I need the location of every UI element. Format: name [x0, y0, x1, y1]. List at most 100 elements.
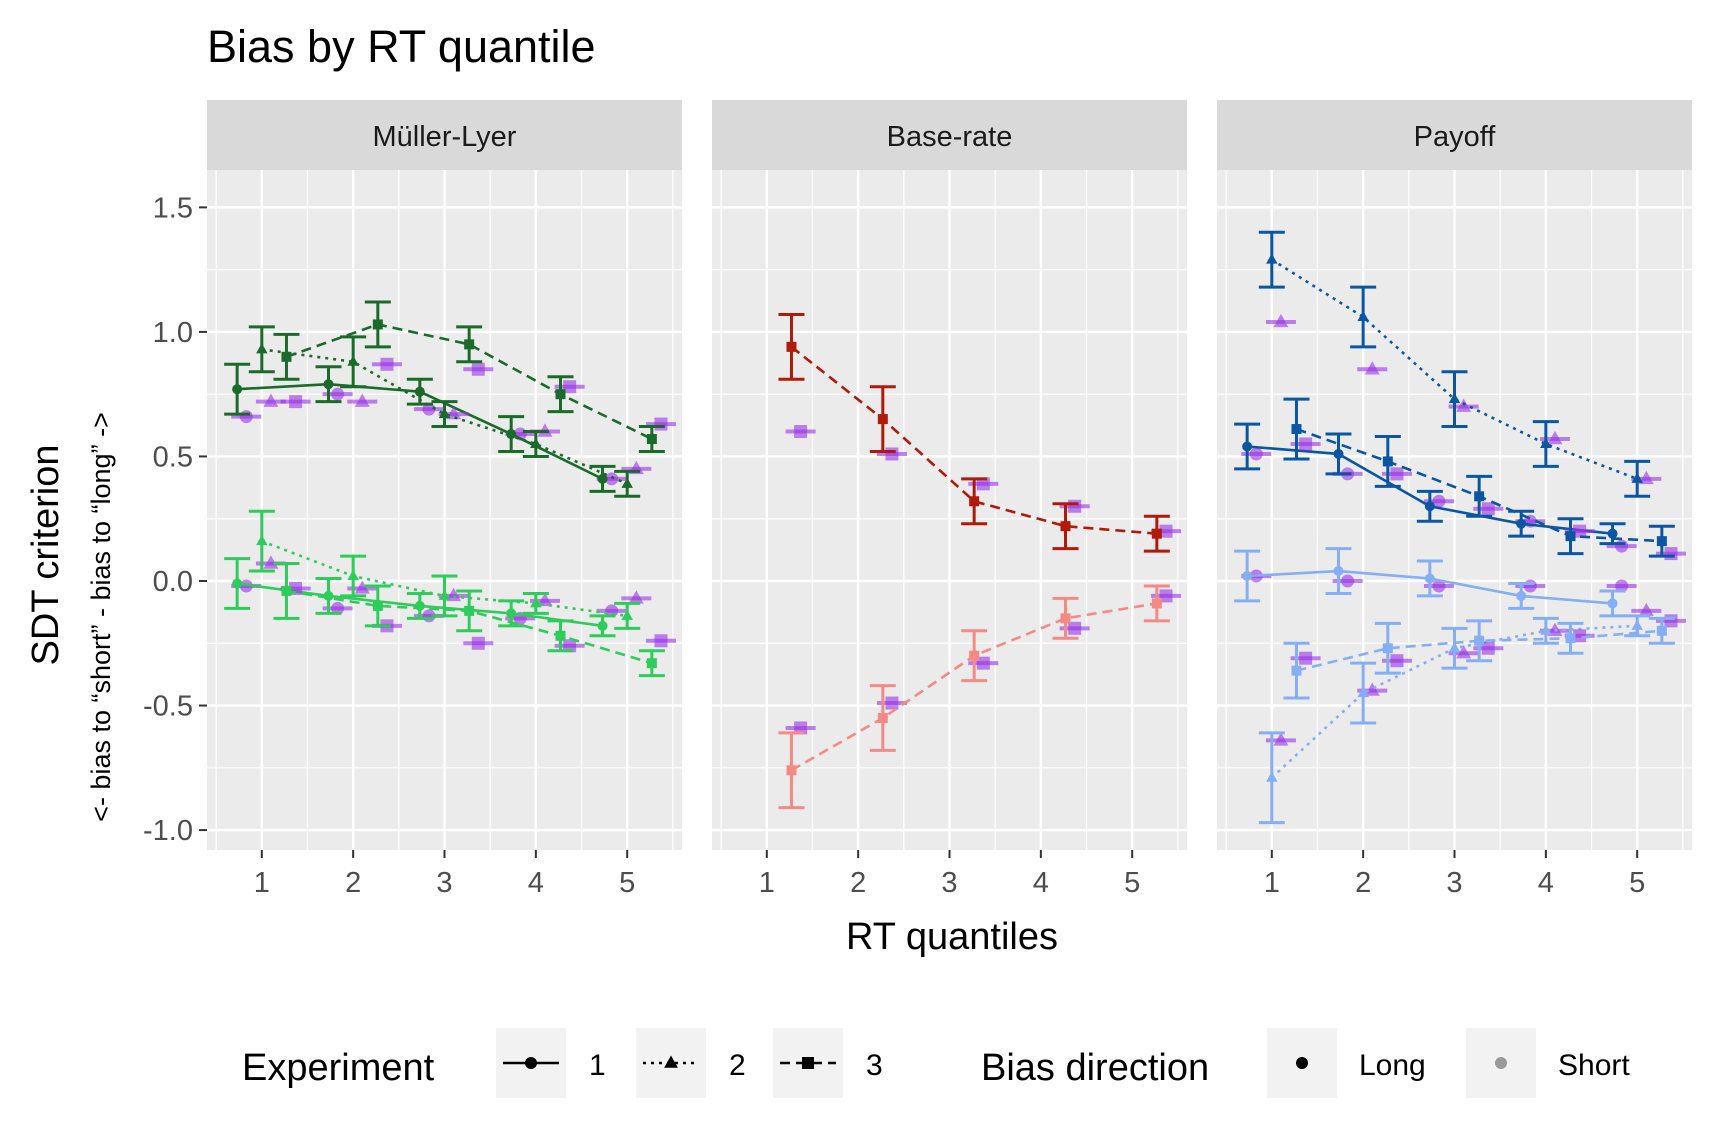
legend-direction-short: Short — [1466, 1028, 1630, 1098]
x-tick-label: 3 — [436, 867, 452, 899]
model-prediction-point — [1299, 651, 1313, 665]
data-point — [1474, 491, 1485, 502]
model-prediction-point — [654, 634, 668, 648]
legend-key-shape — [802, 1057, 814, 1069]
y-tick-label: 1.5 — [153, 192, 193, 224]
data-point — [256, 534, 268, 546]
legend-key-dot — [1495, 1057, 1507, 1069]
model-prediction-point — [1390, 654, 1404, 668]
data-point — [1565, 633, 1576, 644]
x-tick-label: 4 — [1033, 867, 1049, 899]
data-point — [1607, 528, 1618, 539]
data-point — [1631, 472, 1643, 483]
legend-key-shape — [664, 1055, 678, 1068]
data-point — [1291, 424, 1302, 435]
data-point — [1448, 392, 1461, 404]
x-tick-label: 3 — [941, 867, 957, 899]
data-point — [1474, 635, 1485, 646]
model-prediction-point — [331, 387, 345, 401]
x-axis-label: RT quantiles — [846, 916, 1058, 958]
model-prediction-point — [794, 425, 808, 439]
x-tick-label: 1 — [759, 867, 775, 899]
data-point — [646, 434, 657, 445]
data-point — [530, 437, 542, 448]
data-point — [969, 650, 980, 661]
model-prediction-point — [263, 393, 279, 407]
model-prediction-point — [471, 362, 485, 376]
data-point — [347, 569, 359, 581]
series-exp3-long — [273, 300, 676, 453]
data-point — [323, 379, 334, 390]
y-tick-label: 0.0 — [153, 566, 193, 598]
model-prediction-point — [885, 447, 899, 461]
series-line — [286, 323, 653, 441]
data-point — [1516, 590, 1527, 601]
model-prediction-point — [1638, 470, 1654, 485]
model-prediction-point — [1273, 732, 1289, 746]
model-prediction-point — [1068, 621, 1082, 635]
data-point — [621, 477, 633, 488]
y-tick-label: 0.5 — [153, 441, 193, 473]
model-prediction-point — [537, 592, 553, 607]
y-axis-label: SDT criterion — [25, 444, 67, 665]
data-point — [464, 339, 475, 350]
legend-direction-title: Bias direction — [981, 1047, 1209, 1089]
model-prediction-point — [605, 472, 619, 486]
model-prediction-point — [1068, 499, 1082, 513]
x-tick-label: 5 — [1629, 867, 1645, 899]
data-point — [1357, 310, 1369, 321]
data-point — [1291, 665, 1302, 676]
data-point — [1631, 619, 1643, 630]
model-prediction-point — [1573, 524, 1587, 538]
panel-strip-label: Payoff — [1414, 121, 1497, 153]
data-point — [1424, 501, 1435, 512]
x-tick-label: 5 — [1124, 867, 1140, 899]
data-point — [323, 590, 334, 601]
data-point — [1151, 528, 1162, 539]
data-point — [1242, 571, 1253, 582]
data-point — [1540, 437, 1552, 448]
series-line — [261, 539, 628, 618]
data-point — [1424, 573, 1435, 584]
data-point — [597, 473, 608, 484]
legend-experiment-3: 3 — [773, 1028, 883, 1098]
model-prediction-point — [1364, 361, 1380, 375]
model-prediction-point — [380, 357, 394, 371]
y-tick-label: 1.0 — [153, 317, 193, 349]
series-exp1-short — [1234, 547, 1637, 618]
data-point — [1242, 441, 1253, 452]
y-axis-sublabel: <- bias to “short” - bias to “long” -> — [86, 412, 116, 822]
data-point — [1607, 598, 1618, 609]
legend-direction-label: Long — [1359, 1049, 1426, 1082]
panel-base-rate: Base-rate 1 2 3 4 5 — [712, 100, 1187, 899]
series-exp3-long — [778, 312, 1181, 553]
y-tick-label: -1.0 — [143, 815, 193, 847]
model-prediction-point — [628, 590, 644, 604]
data-point — [597, 620, 608, 631]
data-point — [1333, 566, 1344, 577]
model-prediction-point — [885, 696, 899, 710]
panel-strip — [207, 100, 682, 170]
data-point — [530, 597, 542, 608]
data-point — [1333, 448, 1344, 459]
model-prediction-point — [1456, 645, 1472, 659]
model-prediction-point — [1299, 437, 1313, 451]
data-point — [1516, 518, 1527, 529]
data-point — [621, 609, 633, 620]
model-prediction-point — [1364, 682, 1380, 696]
series-exp1-long — [224, 362, 627, 493]
legend-experiment-label: 3 — [866, 1049, 883, 1082]
series-exp2-long — [248, 325, 652, 498]
model-prediction-point — [471, 636, 485, 650]
legend-key-shape — [525, 1057, 537, 1069]
model-prediction-point — [1249, 447, 1263, 461]
data-point — [555, 630, 566, 641]
model-prediction-point — [1341, 574, 1355, 588]
legend-experiment-title: Experiment — [242, 1047, 435, 1089]
model-prediction-point — [289, 395, 303, 409]
model-prediction-point — [422, 402, 436, 416]
panel-strip — [712, 100, 1187, 170]
model-prediction-point — [1159, 589, 1173, 603]
data-point — [646, 658, 657, 669]
model-prediction-point — [1615, 579, 1629, 593]
